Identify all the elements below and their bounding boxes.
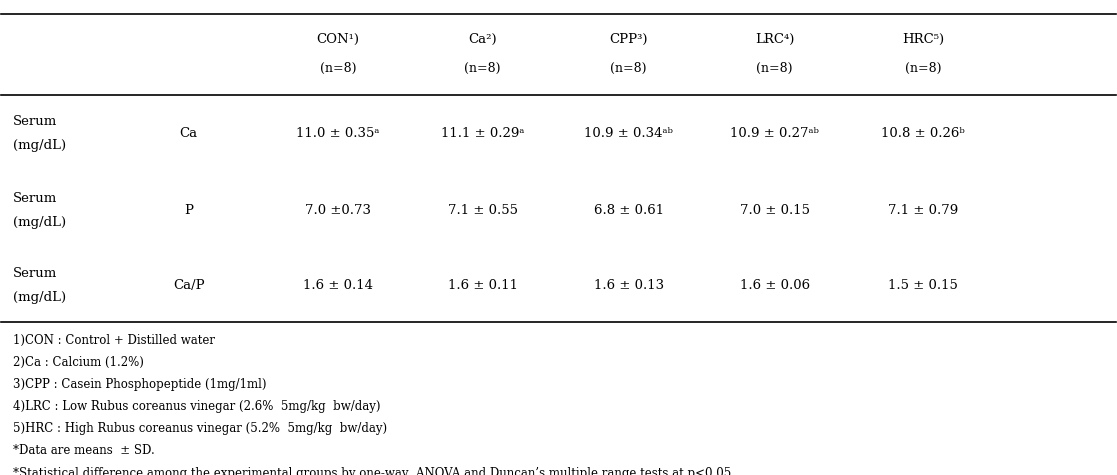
Text: 1.6 ± 0.06: 1.6 ± 0.06 [739,279,810,292]
Text: 7.0 ± 0.15: 7.0 ± 0.15 [739,204,810,217]
Text: *Statistical difference among the experimental groups by one-way  ANOVA and Dunc: *Statistical difference among the experi… [12,466,735,475]
Text: (n=8): (n=8) [611,62,647,75]
Text: (n=8): (n=8) [465,62,502,75]
Text: 1)CON : Control + Distilled water: 1)CON : Control + Distilled water [12,334,214,347]
Text: (n=8): (n=8) [319,62,356,75]
Text: 2)Ca : Calcium (1.2%): 2)Ca : Calcium (1.2%) [12,356,143,369]
Text: P: P [184,204,193,217]
Text: 1.6 ± 0.11: 1.6 ± 0.11 [448,279,518,292]
Text: 11.0 ± 0.35ᵃ: 11.0 ± 0.35ᵃ [296,127,380,140]
Text: (n=8): (n=8) [756,62,793,75]
Text: 5)HRC : High Rubus coreanus vinegar (5.2%  5mg/kg  bw/day): 5)HRC : High Rubus coreanus vinegar (5.2… [12,422,386,436]
Text: 7.1 ± 0.55: 7.1 ± 0.55 [448,204,518,217]
Text: CON¹): CON¹) [316,33,360,46]
Text: (n=8): (n=8) [905,62,942,75]
Text: CPP³): CPP³) [610,33,648,46]
Text: 7.1 ± 0.79: 7.1 ± 0.79 [888,204,958,217]
Text: Ca/P: Ca/P [173,279,204,292]
Text: (mg/dL): (mg/dL) [12,291,66,304]
Text: 1.6 ± 0.13: 1.6 ± 0.13 [593,279,663,292]
Text: 6.8 ± 0.61: 6.8 ± 0.61 [593,204,663,217]
Text: *Data are means  ± SD.: *Data are means ± SD. [12,445,154,457]
Text: (mg/dL): (mg/dL) [12,216,66,228]
Text: HRC⁵): HRC⁵) [901,33,944,46]
Text: 4)LRC : Low Rubus coreanus vinegar (2.6%  5mg/kg  bw/day): 4)LRC : Low Rubus coreanus vinegar (2.6%… [12,400,380,413]
Text: 10.9 ± 0.27ᵃᵇ: 10.9 ± 0.27ᵃᵇ [731,127,819,140]
Text: Ca²): Ca²) [468,33,497,46]
Text: 7.0 ±0.73: 7.0 ±0.73 [305,204,371,217]
Text: Ca: Ca [180,127,198,140]
Text: (mg/dL): (mg/dL) [12,139,66,152]
Text: LRC⁴): LRC⁴) [755,33,794,46]
Text: Serum: Serum [12,192,57,205]
Text: 10.8 ± 0.26ᵇ: 10.8 ± 0.26ᵇ [881,127,965,140]
Text: Serum: Serum [12,267,57,280]
Text: 1.5 ± 0.15: 1.5 ± 0.15 [888,279,957,292]
Text: 11.1 ± 0.29ᵃ: 11.1 ± 0.29ᵃ [441,127,524,140]
Text: 10.9 ± 0.34ᵃᵇ: 10.9 ± 0.34ᵃᵇ [584,127,674,140]
Text: Serum: Serum [12,115,57,128]
Text: 1.6 ± 0.14: 1.6 ± 0.14 [303,279,373,292]
Text: 3)CPP : Casein Phosphopeptide (1mg/1ml): 3)CPP : Casein Phosphopeptide (1mg/1ml) [12,379,266,391]
